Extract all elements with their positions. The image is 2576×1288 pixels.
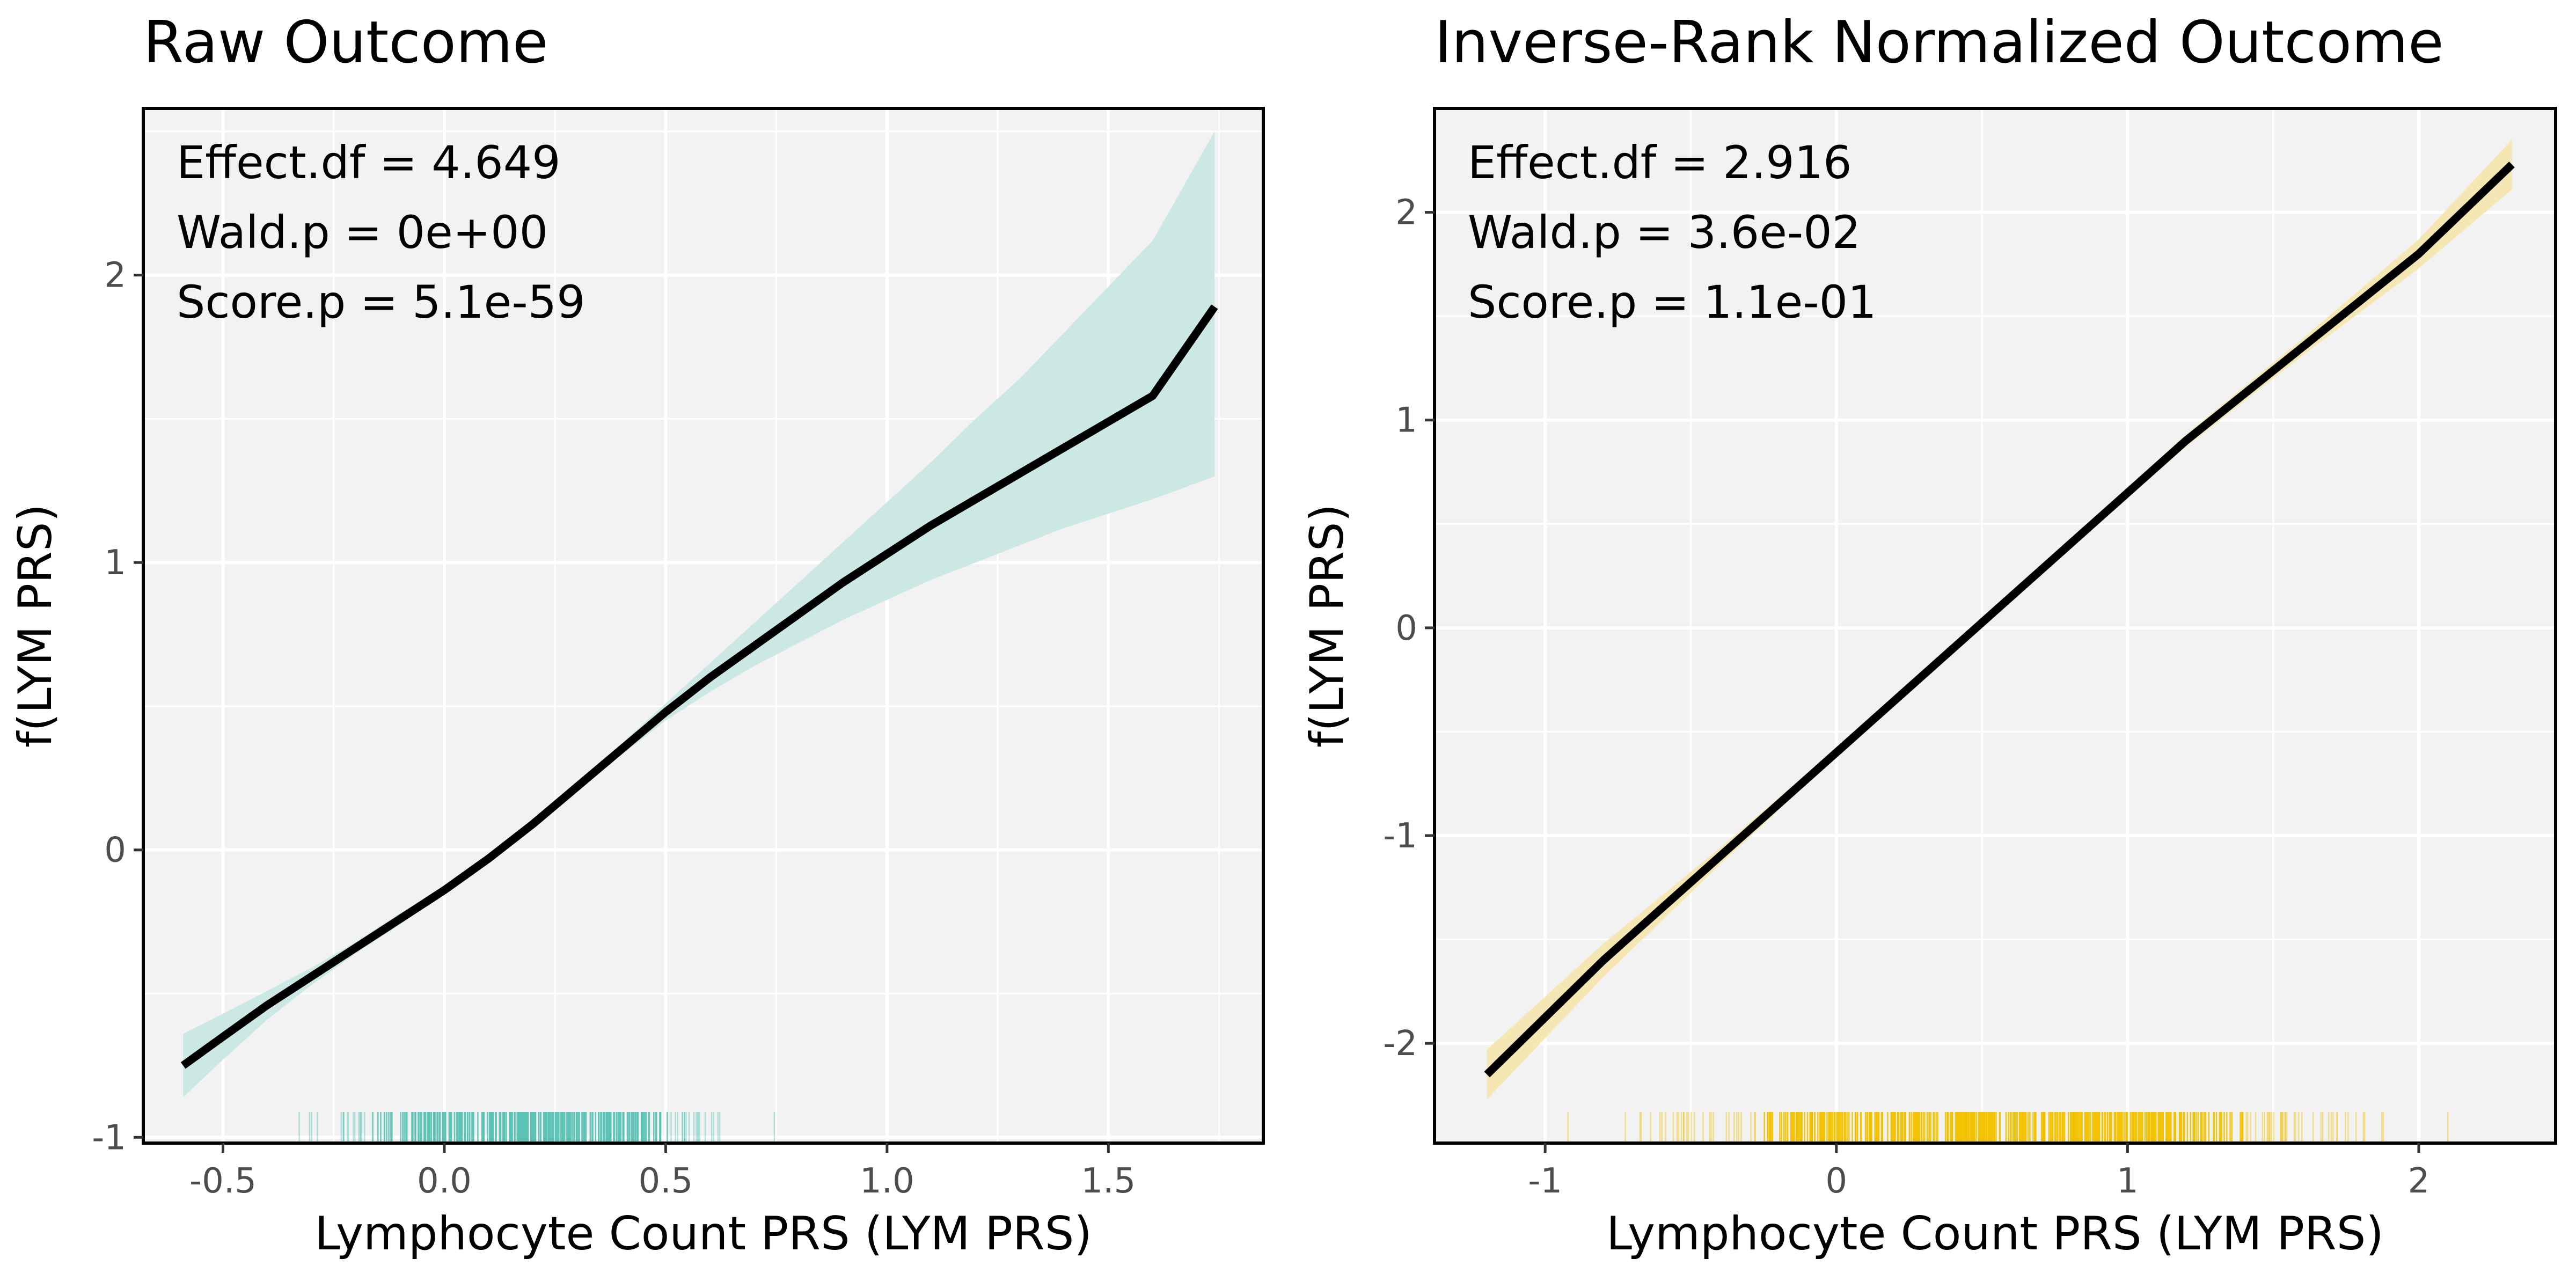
- x-tick-label: 1.0: [860, 1161, 914, 1201]
- y-tick-label: 1: [104, 543, 126, 583]
- x-tick-label: 2: [2408, 1161, 2430, 1201]
- y-tick-label: 2: [1395, 193, 1417, 233]
- confidence-band: [183, 131, 1215, 1097]
- panel-background: [1435, 108, 2556, 1143]
- chart-title: Inverse-Rank Normalized Outcome: [1435, 9, 2444, 76]
- chart-panel-1: -0.5 0.0 0.5 1.0 1.5 -1 0 1 2 Raw Outcome Lymphocy…: [9, 9, 1265, 1261]
- panel-border: [1433, 107, 2557, 1145]
- x-tick-label: -1: [1528, 1161, 1562, 1201]
- stat-annotation: Effect.df = 2.916: [1468, 136, 1852, 189]
- x-tick-label: 0.5: [638, 1161, 693, 1201]
- chart-title: Raw Outcome: [143, 9, 548, 76]
- y-axis-label: f(LYM PRS): [1300, 504, 1354, 748]
- panel-border: [142, 107, 1265, 1145]
- rug-marks: [1567, 1112, 2449, 1143]
- y-tick-label: 0: [1395, 609, 1417, 648]
- y-tick-label: 1: [1395, 401, 1417, 441]
- rug-marks: [298, 1112, 775, 1143]
- y-tick-label: -2: [1383, 1024, 1417, 1064]
- y-axis-label: f(LYM PRS): [9, 504, 62, 748]
- y-tick-label: 2: [104, 256, 126, 296]
- stat-annotation: Wald.p = 0e+00: [177, 206, 548, 259]
- fit-line: [1484, 162, 2515, 1078]
- x-tick-label: 0.0: [417, 1161, 472, 1201]
- x-tick-label: -0.5: [189, 1161, 257, 1201]
- x-tick-label: 0: [1825, 1161, 1847, 1201]
- panel-background: [143, 108, 1263, 1143]
- chart-panel-2: -1 0 1 2 -2 -1 0 1 2 Inverse-Rank Normalized Outc…: [1300, 9, 2557, 1261]
- stat-annotation: Wald.p = 3.6e-02: [1468, 206, 1861, 259]
- stat-annotation: Effect.df = 4.649: [177, 136, 561, 189]
- x-axis-label: Lymphocyte Count PRS (LYM PRS): [1606, 1207, 2384, 1261]
- y-tick-label: 0: [104, 831, 126, 870]
- y-tick-label: -1: [92, 1118, 126, 1158]
- stat-annotation: Score.p = 5.1e-59: [177, 276, 586, 328]
- x-tick-label: 1.5: [1081, 1161, 1136, 1201]
- x-tick-label: 1: [2117, 1161, 2139, 1201]
- stat-annotation: Score.p = 1.1e-01: [1468, 276, 1877, 328]
- x-axis-label: Lymphocyte Count PRS (LYM PRS): [314, 1207, 1092, 1261]
- y-tick-label: -1: [1383, 816, 1417, 856]
- fit-line: [180, 304, 1218, 1069]
